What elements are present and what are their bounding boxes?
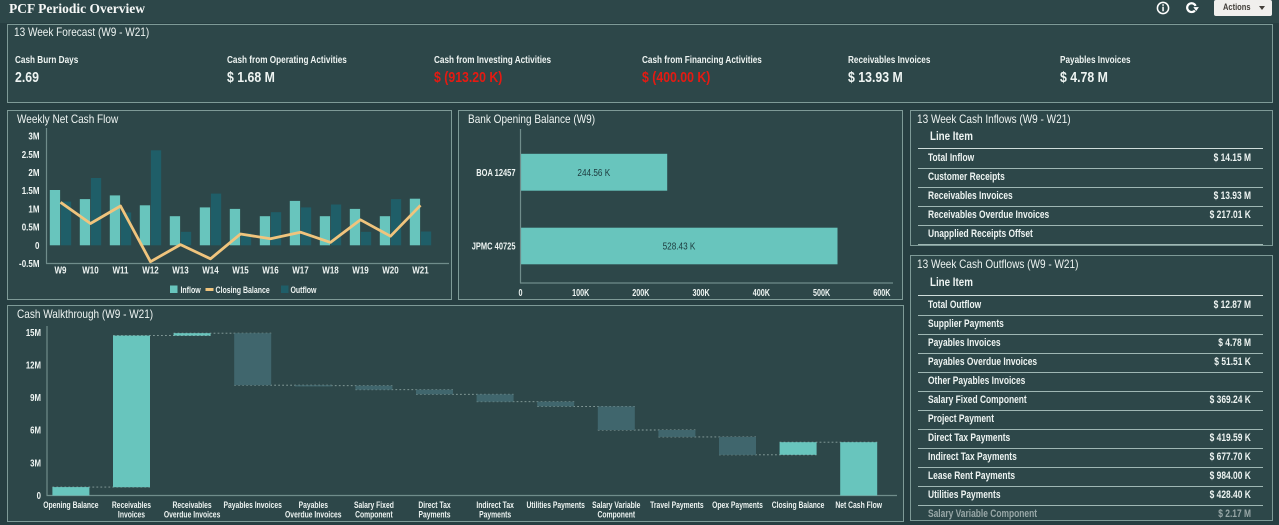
svg-text:528.43 K: 528.43 K	[663, 240, 696, 252]
svg-text:Inflow: Inflow	[181, 285, 202, 295]
svg-text:1.5M: 1.5M	[22, 185, 40, 196]
svg-text:Travel Payments: Travel Payments	[650, 500, 704, 510]
svg-text:0: 0	[35, 240, 39, 251]
svg-text:0.5M: 0.5M	[22, 222, 40, 233]
svg-text:500K: 500K	[813, 287, 831, 298]
svg-text:6M: 6M	[30, 425, 41, 436]
svg-text:Salary Variable: Salary Variable	[592, 500, 641, 510]
svg-text:Overdue Invoices: Overdue Invoices	[164, 510, 221, 520]
svg-text:2.5M: 2.5M	[22, 149, 40, 160]
svg-text:244.56 K: 244.56 K	[577, 166, 610, 178]
svg-text:W9: W9	[54, 265, 66, 276]
svg-text:Payments: Payments	[418, 510, 450, 520]
svg-text:JPMC 40725: JPMC 40725	[472, 241, 516, 252]
svg-text:Opening Balance: Opening Balance	[43, 500, 99, 510]
svg-text:600K: 600K	[873, 287, 891, 298]
svg-text:2M: 2M	[28, 167, 39, 178]
svg-text:9M: 9M	[30, 392, 41, 403]
svg-text:Salary Fixed: Salary Fixed	[354, 500, 394, 510]
svg-text:Overdue Invoices: Overdue Invoices	[285, 510, 342, 520]
svg-text:W16: W16	[262, 265, 278, 276]
svg-text:Payables Invoices: Payables Invoices	[224, 500, 283, 510]
svg-text:Opex Payments: Opex Payments	[712, 500, 763, 510]
svg-text:Invoices: Invoices	[118, 510, 146, 520]
svg-text:0: 0	[37, 490, 41, 501]
svg-text:W11: W11	[112, 265, 128, 276]
svg-text:Receivables: Receivables	[173, 500, 213, 510]
svg-text:Net Cash Flow: Net Cash Flow	[835, 500, 882, 510]
svg-text:W12: W12	[142, 265, 158, 276]
svg-text:3M: 3M	[30, 457, 41, 468]
svg-text:200K: 200K	[632, 287, 650, 298]
svg-text:W21: W21	[412, 265, 428, 276]
svg-text:100K: 100K	[572, 287, 590, 298]
svg-text:400K: 400K	[753, 287, 771, 298]
svg-text:15M: 15M	[26, 327, 41, 338]
svg-text:W14: W14	[202, 265, 218, 276]
svg-text:1M: 1M	[28, 204, 39, 215]
svg-text:W19: W19	[352, 265, 368, 276]
svg-text:Closing Balance: Closing Balance	[216, 285, 271, 295]
svg-text:W18: W18	[322, 265, 338, 276]
svg-text:Component: Component	[597, 510, 635, 520]
svg-text:W15: W15	[232, 265, 248, 276]
svg-text:W17: W17	[292, 265, 308, 276]
svg-text:Payables: Payables	[299, 500, 329, 510]
svg-text:Payments: Payments	[479, 510, 511, 520]
svg-text:BOA 12457: BOA 12457	[476, 167, 515, 178]
svg-text:3M: 3M	[28, 131, 39, 142]
svg-text:Component: Component	[355, 510, 393, 520]
svg-text:0: 0	[519, 287, 523, 298]
svg-text:-0.5M: -0.5M	[19, 258, 39, 269]
svg-text:12M: 12M	[26, 360, 41, 371]
svg-text:Receivables: Receivables	[112, 500, 152, 510]
svg-text:300K: 300K	[693, 287, 711, 298]
svg-text:Direct Tax: Direct Tax	[418, 500, 451, 510]
svg-text:W13: W13	[172, 265, 188, 276]
svg-text:W20: W20	[382, 265, 398, 276]
svg-text:Closing Balance: Closing Balance	[772, 500, 825, 510]
svg-text:W10: W10	[82, 265, 98, 276]
svg-text:Outflow: Outflow	[291, 285, 317, 295]
svg-text:Indirect Tax: Indirect Tax	[476, 500, 514, 510]
svg-text:Utilities Payments: Utilities Payments	[527, 500, 586, 510]
